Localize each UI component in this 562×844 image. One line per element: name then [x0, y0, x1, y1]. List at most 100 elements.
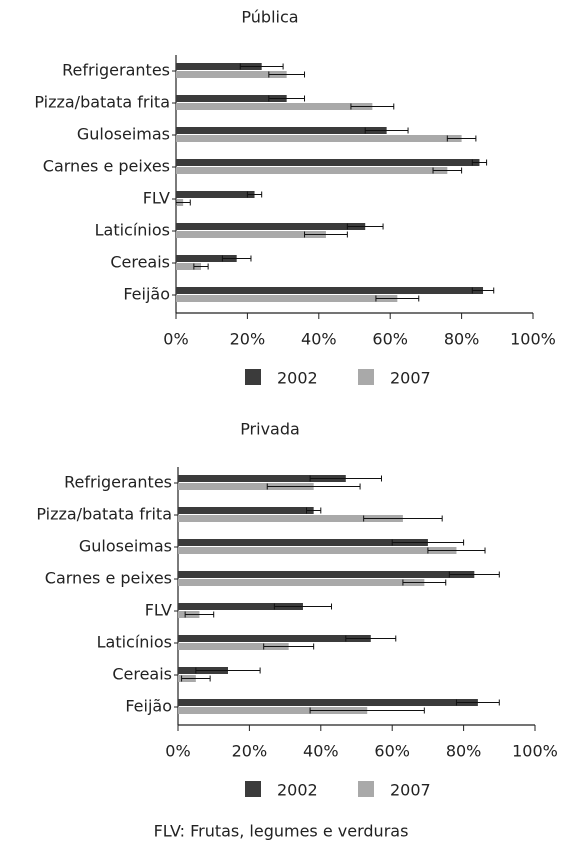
- bar: [178, 603, 303, 610]
- error-bar: [239, 63, 284, 70]
- error-bar: [448, 571, 500, 578]
- category-label: Guloseimas: [77, 125, 170, 144]
- bar: [176, 159, 480, 166]
- x-tick-label: 0%: [163, 330, 188, 349]
- error-bar: [375, 295, 420, 302]
- error-bar: [193, 263, 209, 270]
- category-label: Guloseimas: [79, 537, 172, 556]
- bar: [176, 103, 373, 110]
- error-bar: [350, 103, 395, 110]
- category-label: Cereais: [110, 253, 170, 272]
- error-bar: [246, 191, 263, 198]
- category-label: Carnes e peixes: [45, 569, 172, 588]
- error-bar: [364, 127, 409, 134]
- bar: [176, 255, 237, 262]
- category-label: Feijão: [125, 697, 172, 716]
- error-bar: [195, 667, 261, 674]
- legend-swatch: [245, 781, 261, 797]
- category-label: Refrigerantes: [62, 61, 170, 80]
- bar: [176, 263, 201, 270]
- bar: [178, 515, 403, 522]
- bar: [178, 475, 346, 482]
- bar: [178, 539, 428, 546]
- error-bar: [427, 547, 486, 554]
- error-bar: [346, 223, 384, 230]
- bar: [176, 295, 398, 302]
- error-bar: [268, 95, 306, 102]
- x-tick-label: 0%: [165, 742, 190, 761]
- bar: [176, 63, 262, 70]
- bar: [176, 223, 366, 230]
- category-label: Carnes e peixes: [43, 157, 170, 176]
- error-bar: [363, 515, 443, 522]
- error-bar: [402, 579, 447, 586]
- x-tick-label: 20%: [232, 742, 268, 761]
- chart-title: Pública: [241, 8, 298, 27]
- error-bar: [309, 475, 382, 482]
- error-bar: [309, 707, 425, 714]
- category-label: Laticínios: [95, 221, 170, 240]
- error-bar: [263, 643, 315, 650]
- error-bar: [446, 135, 477, 142]
- x-tick-label: 40%: [303, 742, 339, 761]
- error-bar: [268, 71, 306, 78]
- bar: [176, 167, 448, 174]
- category-label: Refrigerantes: [64, 473, 172, 492]
- bar: [176, 287, 484, 294]
- x-tick-label: 60%: [372, 330, 408, 349]
- x-tick-label: 20%: [230, 330, 266, 349]
- bar: [178, 643, 289, 650]
- bar: [176, 135, 462, 142]
- legend-swatch: [245, 369, 261, 385]
- bar: [178, 707, 368, 714]
- bar: [178, 579, 425, 586]
- x-tick-label: 100%: [510, 330, 556, 349]
- bar: [178, 635, 371, 642]
- error-bar: [273, 603, 333, 610]
- bar: [178, 699, 478, 706]
- category-label: Laticínios: [97, 633, 172, 652]
- x-tick-label: 100%: [512, 742, 558, 761]
- legend-label: 2002: [277, 369, 318, 388]
- legend-label: 2002: [277, 781, 318, 800]
- bar: [176, 95, 287, 102]
- bar: [178, 483, 314, 490]
- error-bar: [345, 635, 397, 642]
- error-bar: [184, 611, 215, 618]
- error-bar: [471, 287, 495, 294]
- legend-swatch: [358, 781, 374, 797]
- chart-title: Privada: [240, 420, 300, 439]
- error-bar: [221, 255, 252, 262]
- bar: [178, 571, 475, 578]
- category-label: Pizza/batata frita: [36, 505, 172, 524]
- bar: [176, 191, 255, 198]
- category-label: Pizza/batata frita: [34, 93, 170, 112]
- error-bar: [391, 539, 465, 546]
- error-bar: [455, 699, 500, 706]
- x-tick-label: 40%: [301, 330, 337, 349]
- category-label: Feijão: [123, 285, 170, 304]
- bar: [178, 547, 457, 554]
- legend-swatch: [358, 369, 374, 385]
- category-label: FLV: [143, 189, 170, 208]
- footnote: FLV: Frutas, legumes e verduras: [154, 822, 409, 841]
- category-label: Cereais: [112, 665, 172, 684]
- error-bar: [181, 675, 211, 682]
- error-bar: [304, 231, 348, 238]
- error-bar: [306, 507, 322, 514]
- bar: [176, 127, 387, 134]
- error-bar: [432, 167, 463, 174]
- bar: [176, 71, 287, 78]
- bar: [178, 507, 314, 514]
- error-bar: [175, 199, 191, 206]
- error-bar: [471, 159, 488, 166]
- error-bar: [266, 483, 361, 490]
- bar: [176, 231, 326, 238]
- x-tick-label: 80%: [446, 742, 482, 761]
- x-tick-label: 60%: [374, 742, 410, 761]
- legend-label: 2007: [390, 369, 431, 388]
- legend-label: 2007: [390, 781, 431, 800]
- x-tick-label: 80%: [444, 330, 480, 349]
- category-label: FLV: [145, 601, 172, 620]
